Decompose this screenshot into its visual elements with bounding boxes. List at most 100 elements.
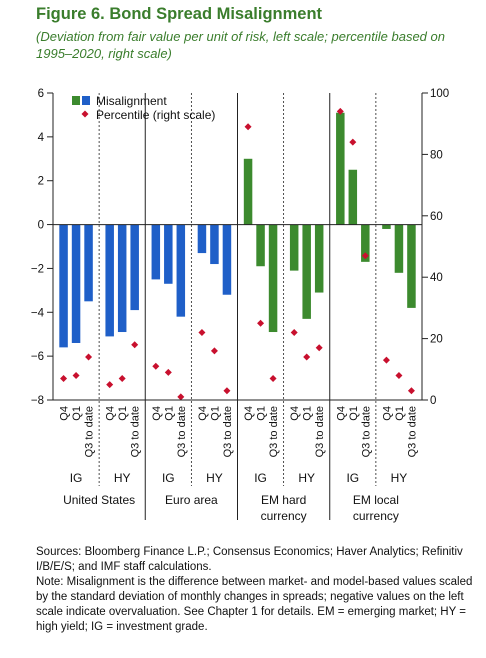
percentile-marker	[223, 387, 231, 395]
percentile-marker	[395, 371, 403, 379]
misalignment-bar	[407, 224, 416, 308]
misalignment-bar	[302, 224, 311, 319]
percentile-marker	[85, 353, 93, 361]
percentile-marker	[244, 123, 252, 131]
percentile-marker	[177, 393, 185, 401]
misalignment-bar	[394, 224, 404, 273]
region-label: currency	[353, 509, 399, 523]
left-axis-tick-label: −4	[31, 307, 45, 319]
period-label: Q1	[256, 406, 268, 421]
percentile-marker	[210, 347, 218, 355]
right-axis-tick-label: 60	[430, 211, 443, 223]
segment-label: IG	[70, 471, 83, 485]
segment-label: HY	[391, 471, 408, 485]
left-axis-tick-label: −8	[31, 395, 44, 407]
percentile-marker	[315, 344, 323, 352]
right-axis-tick-label: 100	[430, 88, 449, 100]
misalignment-bar	[256, 224, 265, 267]
misalignment-bar	[289, 224, 299, 271]
percentile-marker	[164, 368, 172, 376]
period-label: Q3 to date	[222, 406, 234, 457]
percentile-marker	[290, 328, 298, 336]
left-axis-tick-label: 2	[38, 176, 44, 188]
left-axis-tick-label: −2	[31, 263, 44, 275]
misalignment-bar	[243, 158, 253, 225]
period-label: Q4	[197, 406, 209, 421]
legend-swatch-blue	[82, 96, 90, 105]
misalignment-bar	[348, 169, 358, 225]
period-label: Q3 to date	[406, 406, 418, 457]
misalignment-bar	[84, 224, 93, 302]
period-label: Q3 to date	[314, 406, 326, 457]
legend-percentile-marker	[81, 110, 89, 118]
right-axis-tick-label: 80	[430, 149, 443, 161]
period-label: Q1	[348, 406, 360, 421]
misalignment-bar	[117, 224, 127, 333]
period-label: Q3 to date	[268, 406, 280, 457]
percentile-marker	[336, 107, 344, 115]
misalignment-bar	[222, 224, 232, 295]
chart-grid	[98, 93, 377, 520]
period-label: Q4	[59, 406, 71, 421]
figure-notes: Sources: Bloomberg Finance L.P.; Consens…	[36, 545, 476, 635]
chart-legend: Misalignment Percentile (right scale)	[72, 94, 215, 122]
left-axis-tick-label: −6	[31, 351, 44, 363]
period-label: Q4	[151, 406, 163, 421]
period-label: Q1	[209, 406, 221, 421]
percentile-marker	[257, 319, 265, 327]
right-axis-tick-label: 40	[430, 272, 443, 284]
percentile-marker	[382, 356, 390, 364]
sources-note: Sources: Bloomberg Finance L.P.; Consens…	[36, 546, 463, 573]
period-label: Q1	[117, 406, 129, 421]
percentile-marker	[72, 371, 80, 379]
period-label: Q4	[243, 406, 255, 421]
left-axis-tick-label: 0	[38, 220, 44, 232]
percentile-marker	[361, 252, 369, 260]
misalignment-bar	[130, 224, 139, 311]
percentile-marker	[118, 375, 126, 383]
period-label: Q3 to date	[84, 406, 96, 457]
misalignment-bar	[314, 224, 324, 293]
misalignment-bar	[151, 224, 161, 280]
legend-misalignment-label: Misalignment	[96, 94, 167, 108]
misalignment-bar	[361, 224, 370, 262]
figure-subtitle: (Deviation from fair value per unit of r…	[36, 29, 445, 61]
period-label: Q1	[394, 406, 406, 421]
segment-label: HY	[206, 471, 223, 485]
period-label: Q1	[302, 406, 314, 421]
period-label: Q4	[381, 406, 393, 421]
period-label: Q3 to date	[176, 406, 188, 457]
misalignment-bar	[210, 224, 219, 265]
legend-percentile-label: Percentile (right scale)	[96, 108, 215, 122]
period-label: Q1	[163, 406, 175, 421]
misalignment-bars	[59, 112, 416, 348]
period-label: Q3 to date	[360, 406, 372, 457]
misalignment-bar	[382, 224, 391, 229]
percentile-marker	[407, 387, 415, 395]
period-label: Q4	[335, 406, 347, 421]
definitions-note: Note: Misalignment is the difference bet…	[36, 576, 473, 633]
misalignment-bar	[71, 224, 81, 343]
percentile-marker	[198, 328, 206, 336]
misalignment-bar	[176, 224, 186, 317]
segment-label: IG	[254, 471, 267, 485]
period-label: Q4	[289, 406, 301, 421]
misalignment-bar	[164, 224, 173, 284]
misalignment-bar	[105, 224, 114, 337]
percentile-marker	[131, 341, 139, 349]
region-label: Euro area	[165, 493, 218, 507]
percentile-marker	[60, 375, 68, 383]
period-label: Q1	[71, 406, 83, 421]
segment-label: HY	[114, 471, 131, 485]
misalignment-bar	[59, 224, 68, 348]
percentile-marker	[303, 353, 311, 361]
percentile-marker	[349, 138, 357, 146]
left-axis-tick-label: 4	[38, 132, 45, 144]
left-axis-tick-label: 6	[38, 88, 44, 100]
percentile-marker	[152, 362, 160, 370]
misalignment-bar	[336, 112, 345, 225]
percentile-markers	[60, 107, 415, 401]
